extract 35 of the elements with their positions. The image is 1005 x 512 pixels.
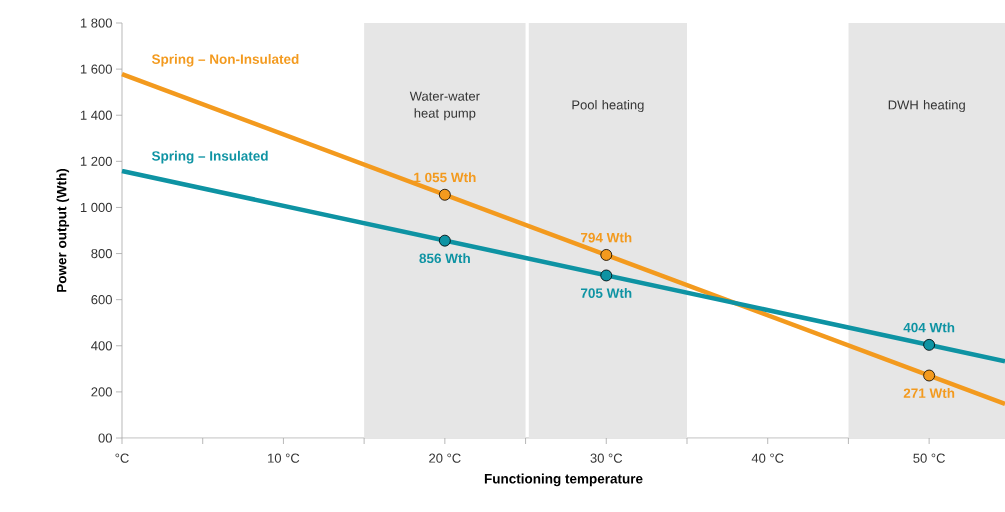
band-label: Pool heating xyxy=(572,99,644,113)
band-label: Water-water heat pump xyxy=(409,91,480,121)
point xyxy=(923,369,936,382)
band-label: DWH heating xyxy=(888,99,965,113)
data-label: 705 Wth xyxy=(580,287,632,298)
y-tick-label: 200 xyxy=(91,387,112,397)
x-tick-label: 50 °C xyxy=(913,453,945,463)
point xyxy=(438,234,451,247)
data-label: 271 Wth xyxy=(903,388,955,398)
x-axis-title: Functioning temperature xyxy=(484,473,643,487)
data-label: 794 Wth xyxy=(580,232,632,243)
y-tick-label: 1 600 xyxy=(80,64,112,74)
x-tick-label: 20 °C xyxy=(429,453,461,463)
y-tick-label: 600 xyxy=(91,295,112,305)
x-tick-label: 30 °C xyxy=(590,453,623,463)
y-tick-label: 1 800 xyxy=(80,18,112,28)
y-tick-label: 1 200 xyxy=(80,156,112,166)
x-tick-label: 10 °C xyxy=(268,453,300,463)
series-label: Spring – Non-Insulated xyxy=(151,54,299,67)
data-label: 404 Wth xyxy=(903,322,955,333)
data-label: 1 055 Wth xyxy=(414,172,476,183)
point xyxy=(600,249,613,261)
y-tick-label: 1 000 xyxy=(80,202,112,213)
point xyxy=(600,269,613,282)
point xyxy=(923,338,936,351)
y-tick-label: 00 xyxy=(98,433,112,443)
y-tick-label: 800 xyxy=(91,248,112,259)
point xyxy=(438,188,451,201)
data-label: 856 Wth xyxy=(419,253,470,264)
series-label: Spring – Insulated xyxy=(151,150,268,164)
y-axis-title: Power output (Wth) xyxy=(56,168,70,292)
y-tick-label: 1 400 xyxy=(80,110,112,120)
y-tick-label: 400 xyxy=(91,341,112,351)
x-tick-label: °C xyxy=(115,453,129,463)
x-tick-label: 40 °C xyxy=(751,453,784,463)
